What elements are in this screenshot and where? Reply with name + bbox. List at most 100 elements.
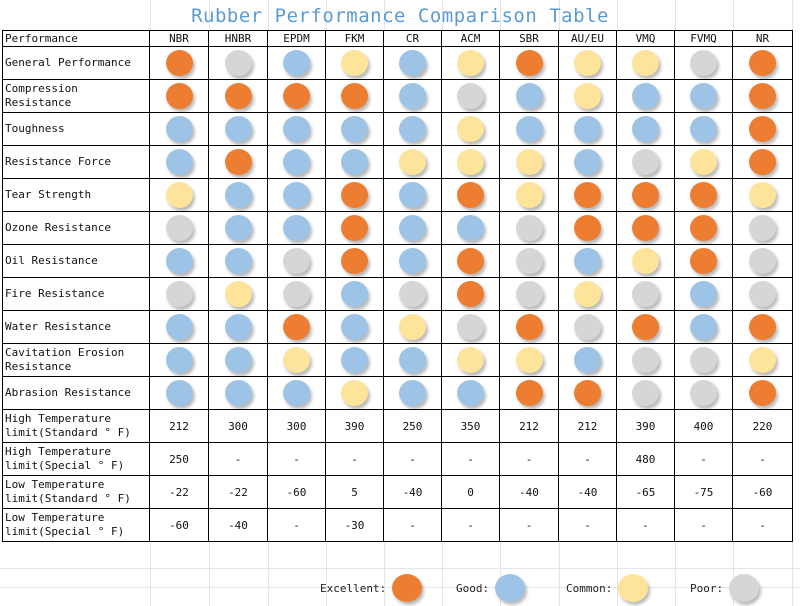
- rating-excellent-icon: [341, 215, 368, 241]
- rating-cell: [674, 112, 733, 146]
- rating-cell: [674, 211, 733, 245]
- rating-good-icon: [690, 314, 717, 340]
- temperature-value: 220: [732, 409, 793, 443]
- rating-good-icon: [224, 347, 252, 373]
- rating-cell: [499, 343, 559, 377]
- rating-cell: [383, 343, 442, 377]
- rating-cell: [616, 211, 675, 245]
- table-row: Tear Strength: [2, 178, 793, 212]
- header-col-nbr: NBR: [149, 30, 209, 47]
- rating-cell: [441, 178, 500, 212]
- table-row: Resistance Force: [2, 145, 793, 179]
- rating-cell: [558, 112, 617, 146]
- rating-good-icon: [515, 83, 543, 109]
- rating-poor-icon: [749, 248, 776, 274]
- temperature-value: 212: [558, 409, 617, 443]
- rating-cell: [732, 376, 793, 410]
- rating-excellent-icon: [224, 83, 252, 109]
- legend-common-icon: [618, 574, 649, 602]
- rating-common-icon: [749, 347, 776, 373]
- legend-label: Excellent:: [320, 581, 387, 595]
- rating-good-icon: [165, 347, 193, 373]
- rating-cell: [499, 244, 559, 278]
- table-row: Abrasion Resistance: [2, 376, 793, 410]
- rating-excellent-icon: [341, 248, 368, 274]
- table-row: High Temperature limit(Standard ° F) 212 3…: [2, 409, 793, 443]
- rating-good-icon: [690, 116, 717, 142]
- temperature-value: 350: [441, 409, 500, 443]
- table-row: Oil Resistance: [2, 244, 793, 278]
- rating-cell: [267, 244, 326, 278]
- rating-good-icon: [632, 83, 659, 109]
- table-row: Cavitation Erosion Resistance: [2, 343, 793, 377]
- temperature-value: -: [558, 508, 617, 542]
- rating-good-icon: [224, 248, 252, 274]
- temperature-value: -40: [499, 475, 559, 509]
- rating-cell: [732, 343, 793, 377]
- legend-item-poor: Poor:: [690, 570, 760, 606]
- rating-cell: [383, 376, 442, 410]
- legend-good-icon: [495, 574, 526, 602]
- header-col-au-eu: AU/EU: [558, 30, 617, 47]
- rating-good-icon: [224, 182, 252, 208]
- rating-poor-icon: [749, 281, 776, 307]
- rating-cell: [149, 112, 209, 146]
- rating-cell: [267, 178, 326, 212]
- rating-good-icon: [283, 149, 310, 175]
- temperature-value: -: [616, 508, 675, 542]
- rating-cell: [267, 211, 326, 245]
- rating-cell: [674, 343, 733, 377]
- rating-cell: [732, 46, 793, 80]
- rating-cell: [149, 244, 209, 278]
- rating-cell: [325, 310, 384, 344]
- rating-good-icon: [399, 182, 426, 208]
- rating-cell: [732, 112, 793, 146]
- rating-poor-icon: [283, 281, 310, 307]
- temperature-value: -: [732, 508, 793, 542]
- rating-common-icon: [457, 50, 484, 76]
- rating-good-icon: [399, 248, 426, 274]
- rating-cell: [149, 376, 209, 410]
- rating-cell: [499, 145, 559, 179]
- rating-cell: [383, 211, 442, 245]
- rating-excellent-icon: [283, 314, 310, 340]
- temperature-value: -: [267, 442, 326, 476]
- temperature-value: 212: [149, 409, 209, 443]
- rating-common-icon: [399, 314, 426, 340]
- rating-cell: [325, 112, 384, 146]
- row-label: Water Resistance: [2, 310, 150, 344]
- rating-cell: [441, 211, 500, 245]
- rating-good-icon: [399, 347, 426, 373]
- legend-item-excellent: Excellent:: [320, 570, 423, 606]
- rating-cell: [208, 46, 268, 80]
- rating-poor-icon: [690, 50, 717, 76]
- rating-poor-icon: [690, 380, 717, 406]
- temperature-value: -30: [325, 508, 384, 542]
- rating-cell: [616, 145, 675, 179]
- rating-cell: [674, 178, 733, 212]
- rating-cell: [616, 376, 675, 410]
- rating-cell: [674, 79, 733, 113]
- rating-cell: [383, 145, 442, 179]
- rating-poor-icon: [515, 215, 543, 241]
- rating-excellent-icon: [457, 182, 484, 208]
- legend-excellent-icon: [392, 574, 423, 602]
- rating-common-icon: [224, 281, 252, 307]
- rating-excellent-icon: [515, 314, 543, 340]
- rating-poor-icon: [283, 248, 310, 274]
- rating-cell: [325, 145, 384, 179]
- row-label: Cavitation Erosion Resistance: [2, 343, 150, 377]
- rating-common-icon: [341, 50, 368, 76]
- rating-common-icon: [399, 149, 426, 175]
- rating-good-icon: [165, 116, 193, 142]
- rating-cell: [558, 343, 617, 377]
- rating-cell: [558, 277, 617, 311]
- rating-good-icon: [574, 248, 601, 274]
- temperature-value: -: [499, 508, 559, 542]
- rating-common-icon: [574, 50, 601, 76]
- rating-excellent-icon: [749, 380, 776, 406]
- row-label: Toughness: [2, 112, 150, 146]
- legend-item-common: Common:: [566, 570, 649, 606]
- temperature-value: -: [383, 442, 442, 476]
- rating-good-icon: [283, 182, 310, 208]
